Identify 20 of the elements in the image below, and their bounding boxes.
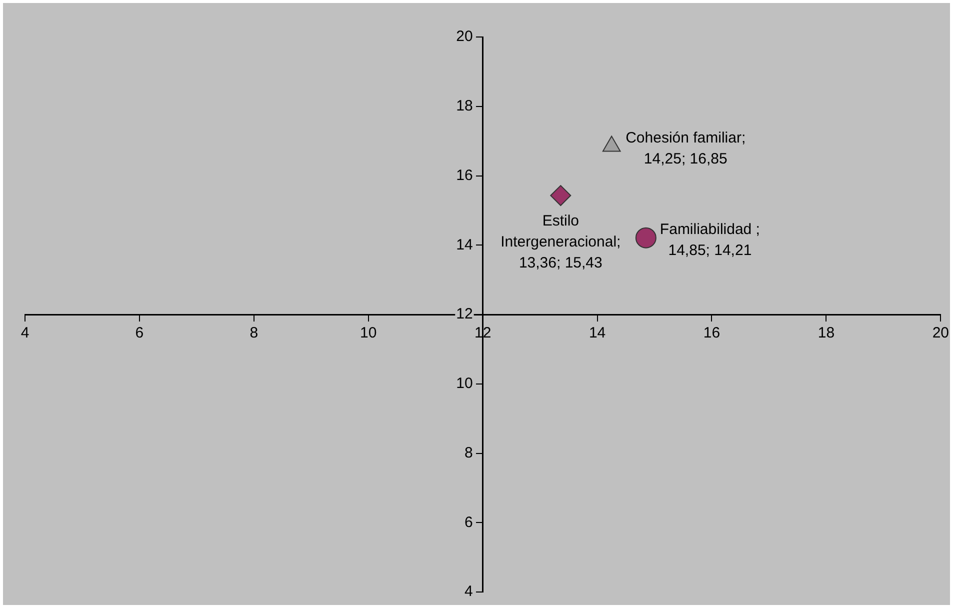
x-tick-label: 6	[135, 324, 144, 342]
x-tick-label: 14	[588, 324, 606, 342]
y-tick-label: 16	[456, 166, 473, 184]
y-tick-label: 12	[456, 306, 473, 323]
x-tick-label: 4	[20, 324, 30, 342]
y-tick-label: 10	[456, 375, 473, 392]
y-tick-label: 8	[464, 444, 473, 462]
x-tick-label: 10	[360, 324, 377, 342]
x-tick-label: 18	[818, 324, 835, 342]
x-tick-label: 20	[932, 324, 949, 342]
data-label: Cohesión familiar; 14,25; 16,85	[626, 129, 746, 168]
y-tick-label: 18	[456, 98, 473, 115]
y-tick-label: 20	[456, 28, 473, 46]
x-tick-label: 8	[250, 324, 258, 342]
y-tick-label: 14	[456, 236, 473, 254]
x-tick-label: 16	[703, 324, 720, 342]
y-tick-label: 6	[464, 514, 473, 531]
y-tick-label: 4	[464, 583, 473, 600]
data-label: Familiabilidad ; 14,85; 14,21	[660, 220, 760, 259]
data-label: Estilo Intergeneracional; 13,36; 15,43	[500, 212, 621, 272]
